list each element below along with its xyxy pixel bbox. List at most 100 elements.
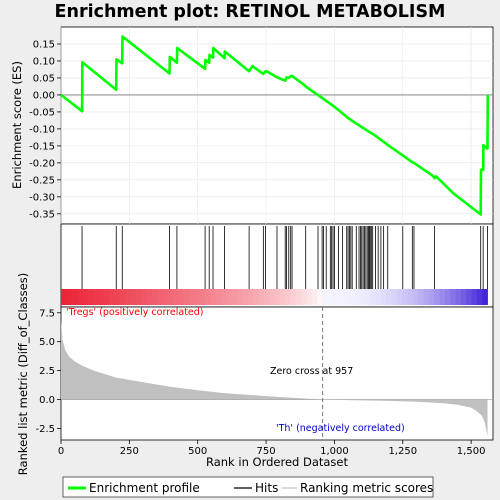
heat-segment bbox=[183, 289, 190, 305]
heat-segment bbox=[327, 289, 334, 305]
rank-x-tick-label: 1,000 bbox=[320, 446, 349, 457]
heat-segment bbox=[61, 289, 67, 305]
heat-segment bbox=[434, 289, 440, 305]
rank-heat-bar bbox=[61, 289, 488, 305]
es-y-tick-label: -0.15 bbox=[29, 141, 55, 152]
heat-segment bbox=[220, 289, 227, 305]
heat-segment bbox=[391, 289, 398, 305]
heat-segment bbox=[146, 289, 153, 305]
heat-segment bbox=[284, 289, 291, 305]
heat-segment bbox=[178, 289, 185, 305]
heat-segment bbox=[322, 289, 328, 305]
heat-segment bbox=[359, 289, 366, 305]
heat-segment bbox=[348, 289, 355, 305]
legend-hits-label: Hits bbox=[255, 481, 278, 495]
negative-class-label: 'Th' (negatively correlated) bbox=[276, 423, 405, 434]
heat-segment bbox=[295, 289, 302, 305]
heat-segment bbox=[151, 289, 158, 305]
rank-y-tick-label: 5.0 bbox=[39, 337, 55, 348]
heat-segment bbox=[66, 289, 73, 305]
rank-x-tick-label: 250 bbox=[120, 446, 139, 457]
heat-segment bbox=[316, 289, 323, 305]
rank-x-tick-label: 500 bbox=[188, 446, 207, 457]
legend-box bbox=[62, 476, 434, 498]
heat-segment bbox=[98, 289, 105, 305]
heat-segment bbox=[332, 289, 339, 305]
heat-segment bbox=[375, 289, 382, 305]
heat-segment bbox=[407, 289, 414, 305]
heat-segment bbox=[364, 289, 371, 305]
heat-segment bbox=[311, 289, 318, 305]
es-y-axis-label: Enrichment score (ES) bbox=[10, 61, 24, 189]
heat-segment bbox=[343, 289, 350, 305]
heat-segment bbox=[156, 289, 163, 305]
heat-segment bbox=[279, 289, 286, 305]
rank-x-tick-label: 750 bbox=[257, 446, 276, 457]
heat-segment bbox=[455, 289, 462, 305]
heat-segment bbox=[119, 289, 126, 305]
heat-segment bbox=[252, 289, 259, 305]
heat-segment bbox=[231, 289, 238, 305]
heat-segment bbox=[162, 289, 169, 305]
heat-segment bbox=[130, 289, 137, 305]
heat-segment bbox=[226, 289, 233, 305]
es-y-tick-label: 0.05 bbox=[33, 73, 55, 84]
enrichment-line-group bbox=[60, 35, 490, 216]
heat-segment bbox=[103, 289, 110, 305]
rank-x-tick-label: 0 bbox=[58, 446, 64, 457]
heat-segment bbox=[423, 289, 430, 305]
heat-segment bbox=[386, 289, 392, 305]
heat-segment bbox=[306, 289, 312, 305]
heat-segment bbox=[82, 289, 89, 305]
es-y-tick-label: -0.30 bbox=[29, 192, 55, 203]
heat-segment bbox=[210, 289, 217, 305]
es-y-tick-label: -0.25 bbox=[29, 175, 55, 186]
heat-segment bbox=[300, 289, 307, 305]
rank-x-tick-label: 1,500 bbox=[457, 446, 486, 457]
heat-segment bbox=[140, 289, 147, 305]
heat-segment bbox=[124, 289, 131, 305]
heat-segment bbox=[247, 289, 254, 305]
es-y-tick-label: -0.20 bbox=[29, 158, 55, 169]
legend-ranking-label: Ranking metric scores bbox=[300, 481, 433, 495]
positive-class-label: 'Tregs' (positively correlated) bbox=[66, 307, 204, 318]
heat-segment bbox=[108, 289, 115, 305]
heat-segment bbox=[370, 289, 376, 305]
heat-segment bbox=[76, 289, 83, 305]
rank-y-axis-label: Ranked list metric (Diff_of_Classes) bbox=[16, 273, 30, 475]
heat-segment bbox=[274, 289, 280, 305]
es-y-tick-label: -0.10 bbox=[29, 124, 55, 135]
rank-x-axis: 0 250 500 750 1,000 1,250 1,500 bbox=[58, 440, 486, 457]
rank-y-tick-label: 2.5 bbox=[39, 366, 55, 377]
rank-x-tick-label: 1,250 bbox=[388, 446, 417, 457]
heat-segment bbox=[476, 289, 483, 305]
heat-segment bbox=[236, 289, 243, 305]
heat-segment bbox=[380, 289, 387, 305]
es-y-tick-label: -0.05 bbox=[29, 107, 55, 118]
heat-segment bbox=[242, 289, 249, 305]
es-y-tick-label: 0.00 bbox=[33, 90, 55, 101]
rank-y-tick-label: -2.5 bbox=[35, 424, 55, 435]
heat-segment bbox=[114, 289, 121, 305]
heat-segment bbox=[87, 289, 94, 305]
heat-segment bbox=[215, 289, 222, 305]
heat-segment bbox=[354, 289, 360, 305]
rank-y-tick-label: 7.5 bbox=[39, 308, 55, 319]
heat-segment bbox=[172, 289, 179, 305]
heat-segment bbox=[268, 289, 275, 305]
zero-cross-label: Zero cross at 957 bbox=[270, 366, 353, 377]
heat-segment bbox=[428, 289, 435, 305]
es-y-tick-label: 0.15 bbox=[33, 39, 55, 50]
heat-segment bbox=[396, 289, 403, 305]
heat-segment bbox=[199, 289, 206, 305]
legend-enrichment-label: Enrichment profile bbox=[89, 481, 200, 495]
enrichment-panel-bg bbox=[60, 26, 494, 225]
heat-segment bbox=[194, 289, 201, 305]
heat-segment bbox=[444, 289, 451, 305]
es-y-axis: 0.15 0.10 0.05 0.00 -0.05 -0.10 -0.15 -0.20 -0.2… bbox=[29, 39, 61, 220]
heat-segment bbox=[135, 289, 142, 305]
hits-group bbox=[81, 226, 488, 289]
rank-y-axis: 7.5 5.0 2.5 0.0 -2.5 bbox=[35, 308, 61, 435]
rank-y-tick-label: 0.0 bbox=[39, 395, 55, 406]
heat-segment bbox=[204, 289, 211, 305]
